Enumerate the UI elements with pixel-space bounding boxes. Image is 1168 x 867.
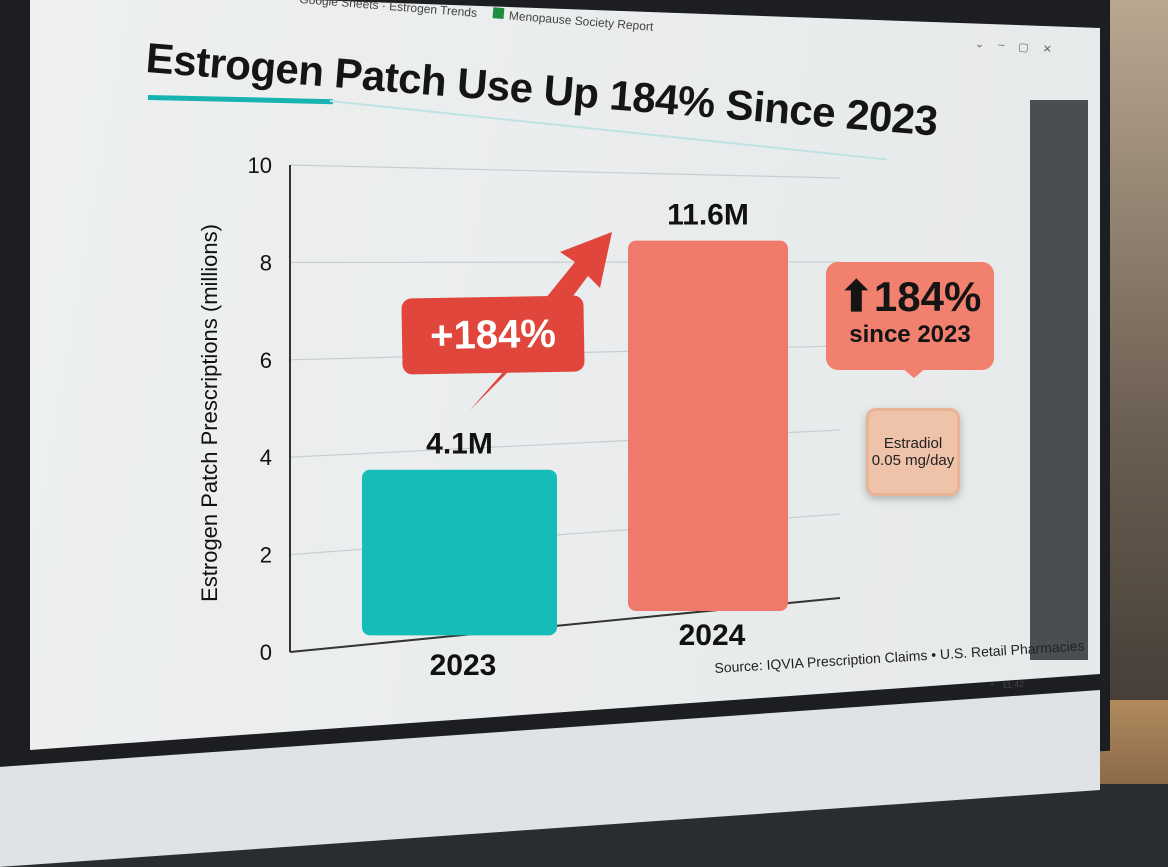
data-label: 4.1M bbox=[426, 428, 493, 461]
estradiol-patch: Estradiol 0.05 mg/day bbox=[866, 408, 960, 496]
bar-2023 bbox=[362, 470, 557, 636]
patch-dose: 0.05 mg/day bbox=[866, 452, 960, 469]
x-tick-label: 2023 bbox=[430, 649, 497, 682]
gridline bbox=[290, 165, 840, 178]
y-tick-label: 2 bbox=[260, 543, 272, 568]
badge-percent: ⬆184% bbox=[826, 272, 994, 321]
bar-chart: 0 2 4 6 8 10 4.1M 2023 11.6M 2024 bbox=[0, 0, 1168, 784]
y-tick-label: 10 bbox=[248, 153, 272, 178]
increase-badge: ⬆184% since 2023 bbox=[826, 262, 994, 370]
y-tick-label: 6 bbox=[260, 348, 272, 373]
clock[interactable]: 11:42 bbox=[1002, 679, 1025, 691]
bar-2024 bbox=[628, 241, 788, 611]
tray-chevron-icon[interactable]: ^ bbox=[990, 681, 995, 691]
x-tick-label: 2024 bbox=[679, 619, 746, 652]
data-label: 11.6M bbox=[667, 199, 749, 232]
badge-since: since 2023 bbox=[826, 321, 994, 349]
y-tick-label: 4 bbox=[260, 445, 272, 470]
y-tick-label: 0 bbox=[260, 640, 272, 665]
patch-name: Estradiol bbox=[866, 435, 960, 452]
y-tick-label: 8 bbox=[260, 250, 272, 275]
increase-callout: +184% bbox=[401, 295, 584, 374]
